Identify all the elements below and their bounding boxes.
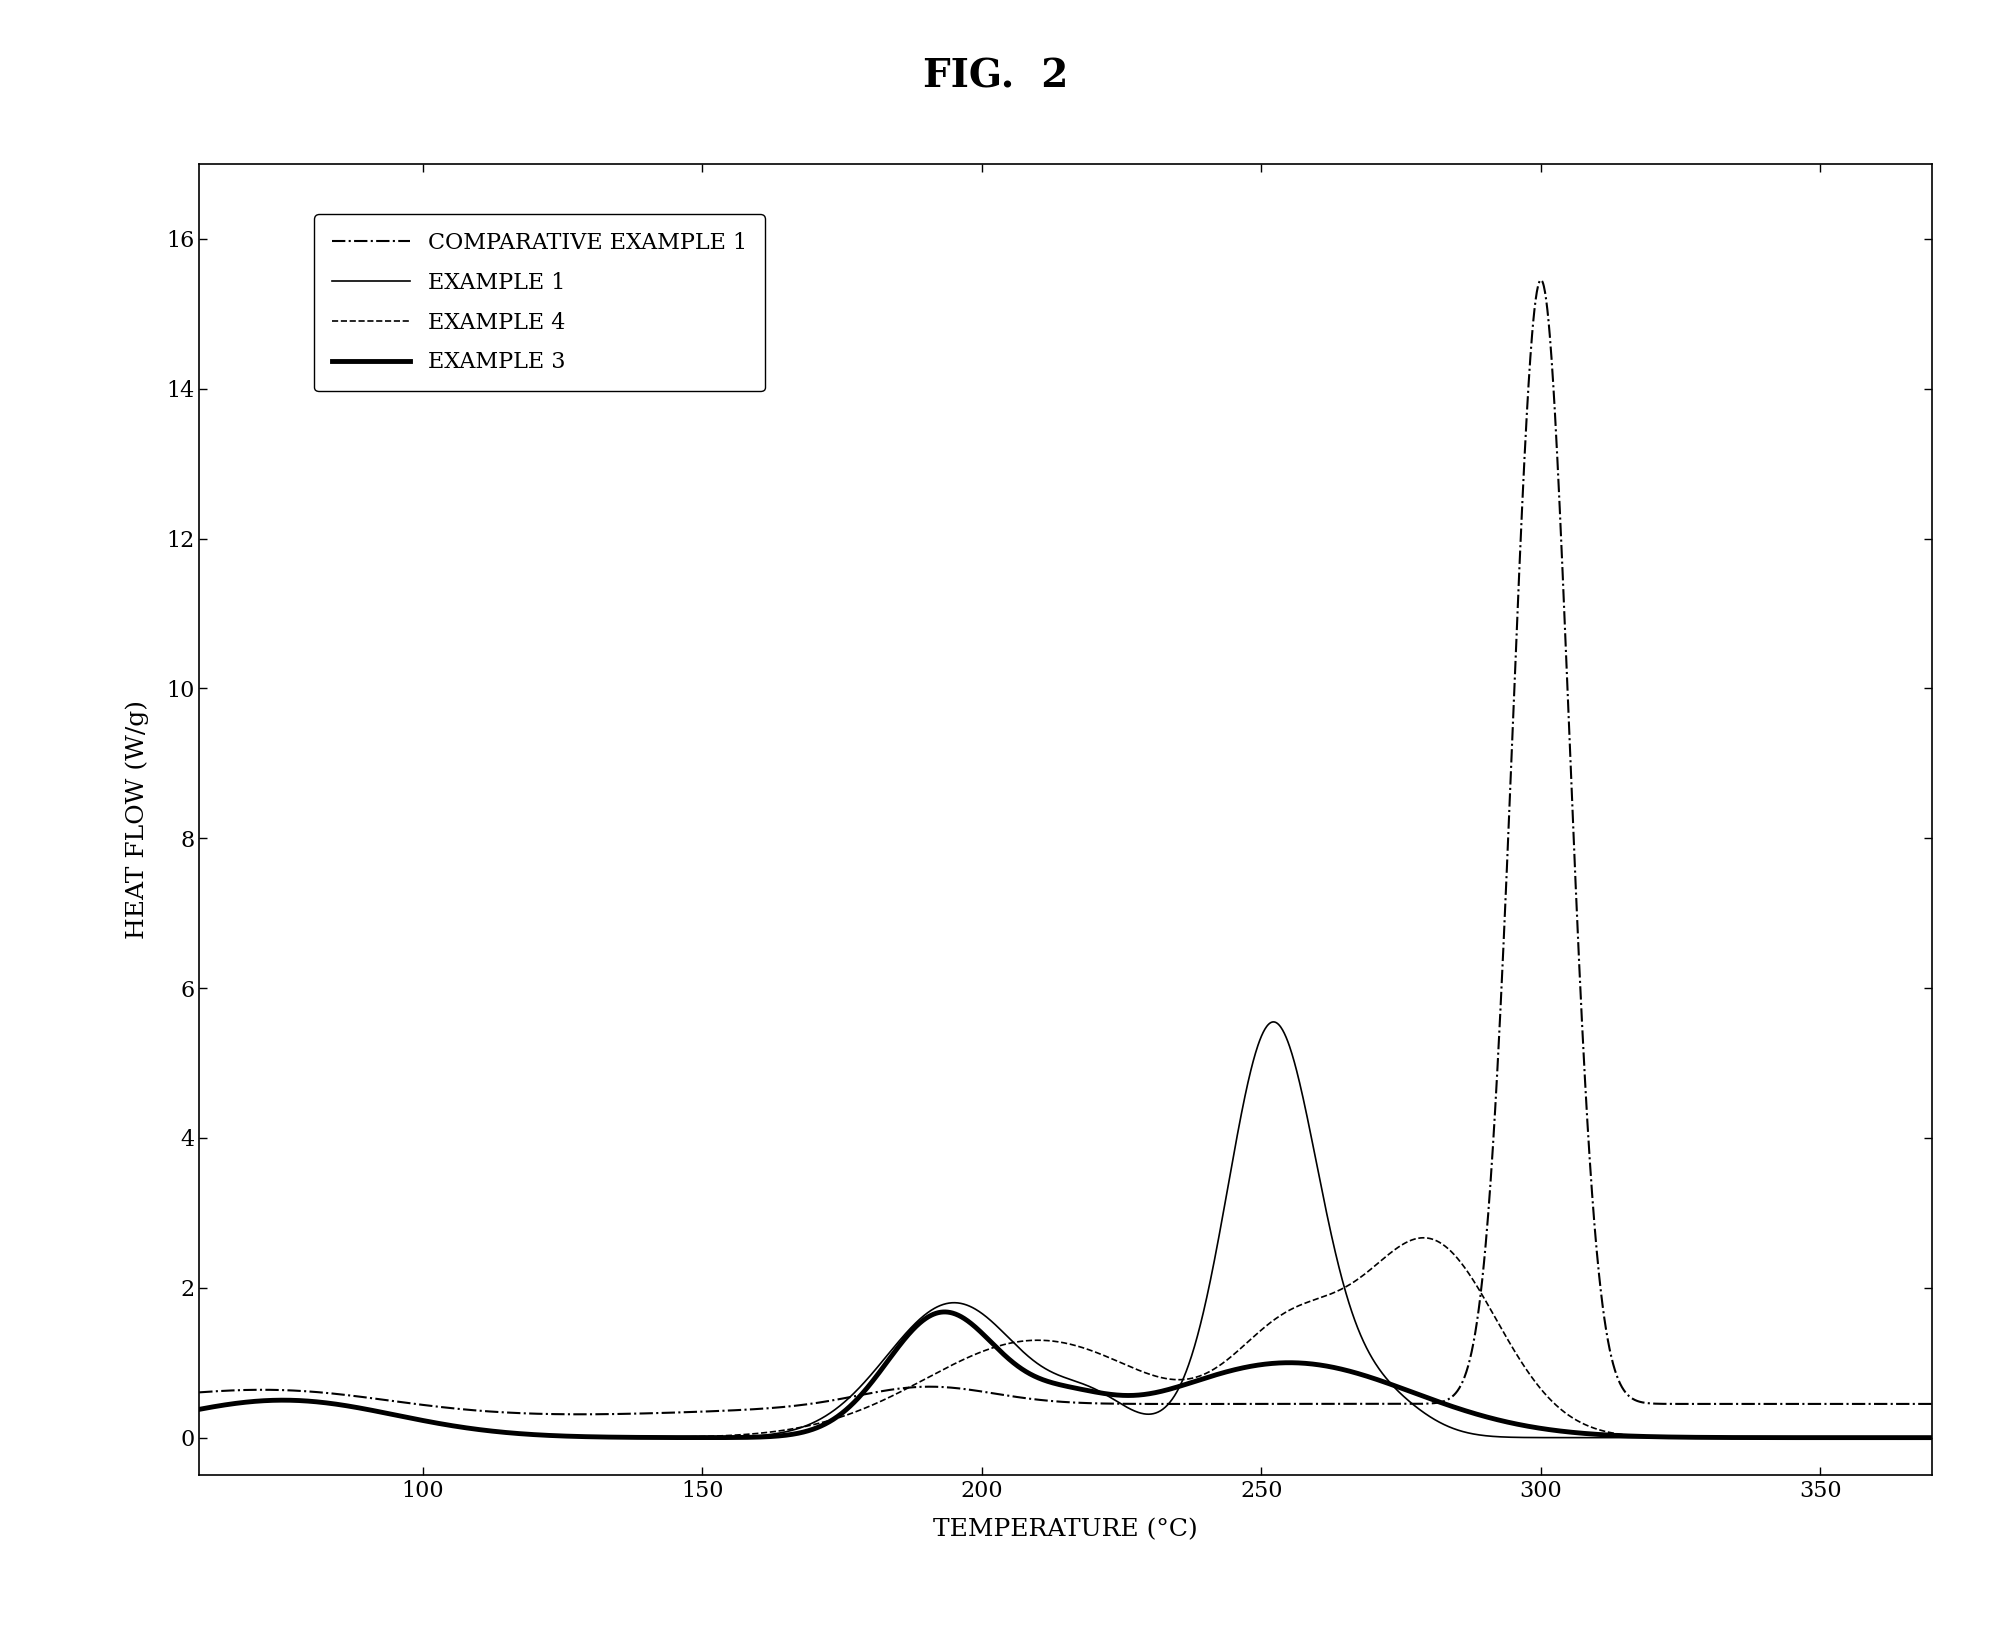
- Legend: COMPARATIVE EXAMPLE 1, EXAMPLE 1, EXAMPLE 4, EXAMPLE 3: COMPARATIVE EXAMPLE 1, EXAMPLE 1, EXAMPL…: [315, 215, 765, 392]
- Y-axis label: HEAT FLOW (W/g): HEAT FLOW (W/g): [125, 700, 149, 939]
- Text: FIG.  2: FIG. 2: [924, 57, 1068, 95]
- X-axis label: TEMPERATURE (°C): TEMPERATURE (°C): [934, 1519, 1197, 1542]
